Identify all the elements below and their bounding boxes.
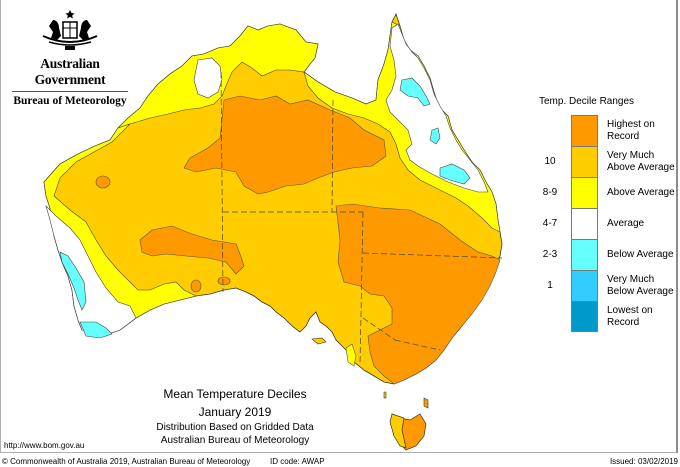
legend-swatch (571, 146, 598, 177)
map-period: January 2019 (198, 405, 272, 419)
government-label: Australian Government (34, 56, 106, 87)
bom-logo: Australian Government Bureau of Meteorol… (8, 6, 132, 107)
legend-swatch (571, 270, 598, 301)
map-source: Australian Bureau of Meteorology (160, 435, 310, 446)
agency-label: Bureau of Meteorology (13, 95, 127, 107)
map-title: Mean Temperature Deciles (163, 387, 307, 401)
legend-swatch (571, 301, 598, 332)
bom-url-link[interactable]: http://www.bom.gov.au (4, 441, 85, 450)
id-code: ID code: AWAP (270, 457, 325, 466)
legend-swatch (571, 239, 598, 270)
coat-of-arms-icon (42, 10, 98, 50)
legend-swatch (571, 177, 598, 208)
legend-swatch (571, 208, 598, 239)
issued-date: Issued: 03/02/2019 (609, 457, 678, 466)
logo-divider (12, 91, 128, 92)
map-frame (0, 0, 678, 453)
legend-swatch (571, 115, 598, 146)
legend-title: Temp. Decile Ranges (539, 96, 635, 107)
map-subtitle: Distribution Based on Gridded Data (156, 422, 314, 433)
copyright-text: © Commonwealth of Australia 2019, Austra… (2, 457, 251, 466)
